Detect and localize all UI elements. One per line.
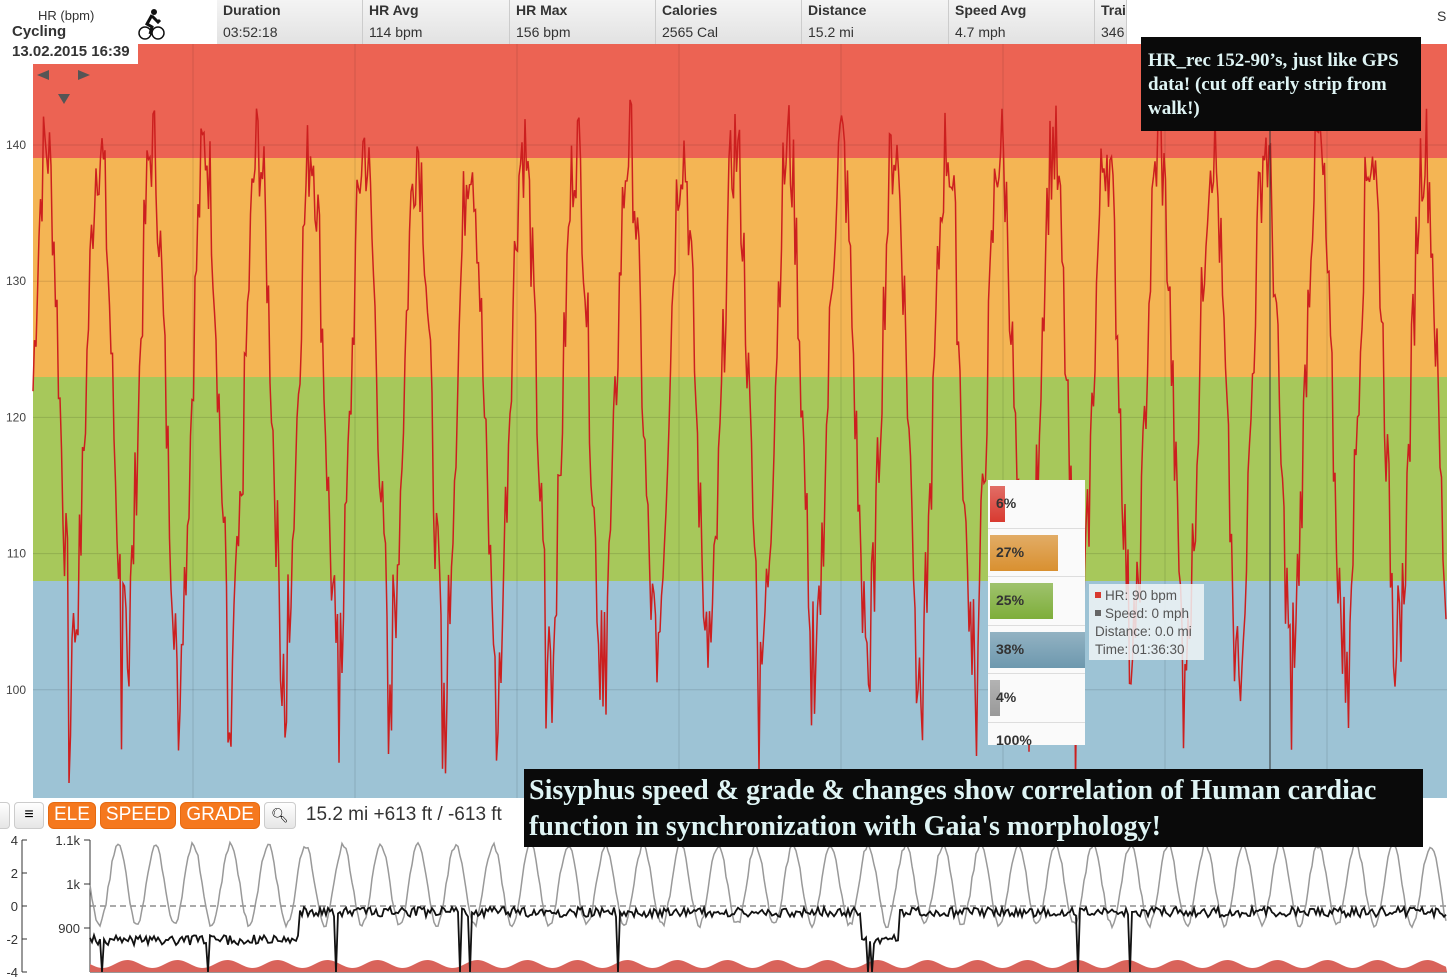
activity-info: HR (bpm) Cycling 13.02.2015 16:39 xyxy=(0,0,138,64)
zone-green xyxy=(33,377,1447,581)
prev-arrow-icon[interactable] xyxy=(37,70,49,80)
hover-tooltip: HR: 90 bpm Speed: 0 mph Distance: 0.0 mi… xyxy=(1089,584,1204,660)
zone-row: 38% xyxy=(988,626,1085,674)
zoom-button[interactable]: 🔍︎ xyxy=(263,801,296,829)
stat-value: 15.2 mi xyxy=(808,24,854,40)
tooltip-time: Time: 01:36:30 xyxy=(1095,642,1185,657)
elevation-area xyxy=(90,960,1447,972)
menu-icon: ≡ xyxy=(24,806,34,823)
speed-button[interactable]: SPEED xyxy=(99,801,177,829)
zone-bar xyxy=(990,631,1085,668)
stat-title: Trai xyxy=(1101,2,1126,18)
zone-percent: 25% xyxy=(996,592,1025,608)
stat-calories: Calories 2565 Cal xyxy=(656,0,802,44)
annotation-top: HR_rec 152-90’s, just like GPS data! (cu… xyxy=(1141,37,1421,131)
zone-bar xyxy=(990,534,1058,571)
tooltip-speed: Speed: 0 mph xyxy=(1105,606,1190,621)
zone-percent: 38% xyxy=(996,640,1025,657)
sport-label: Cycling xyxy=(12,23,67,40)
magnifier-icon: 🔍︎ xyxy=(271,806,289,823)
tooltip-hr: HR: 90 bpm xyxy=(1105,588,1178,603)
stat-value: 156 bpm xyxy=(516,24,571,40)
stat-hr-avg: HR Avg 114 bpm xyxy=(363,0,510,44)
y-tick-label: 120 xyxy=(6,410,26,424)
profile-summary: 15.2 mi +613 ft / -613 ft xyxy=(305,804,502,825)
stat-duration: Duration 03:52:18 xyxy=(217,0,363,44)
menu-button[interactable]: ≡ xyxy=(14,801,44,829)
next-arrow-icon[interactable] xyxy=(78,70,90,80)
stat-distance: Distance 15.2 mi xyxy=(802,0,949,44)
grade-tick-label: -2 xyxy=(6,932,18,947)
zone-row: 4% xyxy=(988,674,1085,723)
zone-bar xyxy=(990,680,1000,716)
stat-title: Duration xyxy=(223,2,281,18)
zone-bar xyxy=(990,486,1005,522)
annotation-bottom: Sisyphus speed & grade & changes show co… xyxy=(524,769,1423,847)
grade-tick-label: 2 xyxy=(11,866,18,881)
cyclist-icon xyxy=(138,9,165,40)
zone-row: 25% xyxy=(988,577,1085,626)
zone-blue xyxy=(33,581,1447,798)
elevation-tick-label: 900 xyxy=(58,921,80,936)
grade-button[interactable]: GRADE xyxy=(180,801,260,829)
activity-datetime: 13.02.2015 16:39 xyxy=(12,43,130,60)
stat-title: HR Max xyxy=(516,2,568,18)
stat-value: 114 bpm xyxy=(369,24,423,40)
y-tick-label: 130 xyxy=(6,274,26,288)
top-right-label: S xyxy=(1437,8,1447,24)
stat-value: 2565 Cal xyxy=(662,24,719,40)
stat-speed-avg: Speed Avg 4.7 mph xyxy=(949,0,1095,44)
elevation-tick-label: 1.1k xyxy=(55,833,80,848)
y-tick-label: 110 xyxy=(7,547,26,561)
ele-button[interactable]: ELE xyxy=(48,801,96,829)
stat-title: Calories xyxy=(662,2,718,18)
stat-title: Speed Avg xyxy=(955,2,1027,18)
stat-title: Distance xyxy=(808,2,867,18)
stat-title: HR Avg xyxy=(369,2,419,18)
stat-value: 4.7 mph xyxy=(955,24,1006,40)
zone-bar xyxy=(990,583,1053,619)
y-tick-label: 100 xyxy=(6,683,26,697)
hr-zones-panel: 6% 27% 25% 38% 4% 100% xyxy=(988,480,1085,748)
hr-unit-label: HR (bpm) xyxy=(38,8,95,23)
zone-row: 27% xyxy=(988,529,1085,577)
grade-tick-label: 0 xyxy=(11,899,18,914)
zone-percent: 6% xyxy=(996,495,1017,511)
speed-marker-icon xyxy=(1095,610,1101,616)
tooltip-distance: Distance: 0.0 mi xyxy=(1095,624,1192,639)
zones-total: 100% xyxy=(996,731,1032,748)
zone-percent: 27% xyxy=(996,543,1025,560)
left-button[interactable] xyxy=(0,801,10,829)
y-tick-label: 140 xyxy=(6,138,26,152)
zone-percent: 4% xyxy=(996,689,1017,705)
profile-toolbar: ≡ ELE SPEED GRADE 🔍︎ 15.2 mi +613 ft / -… xyxy=(0,800,502,830)
stat-value: 03:52:18 xyxy=(223,24,278,40)
hr-line xyxy=(32,99,1447,784)
stat-value: 346 xyxy=(1101,24,1125,40)
down-arrow-icon[interactable] xyxy=(58,94,70,104)
zone-row: 6% xyxy=(988,480,1085,529)
hr-marker-icon xyxy=(1095,592,1101,598)
speed-line xyxy=(89,903,1447,973)
stat-hr-max: HR Max 156 bpm xyxy=(510,0,656,44)
stat-trai: Trai 346 xyxy=(1095,0,1127,44)
elevation-tick-label: 1k xyxy=(66,877,80,892)
grade-tick-label: -4 xyxy=(6,965,18,979)
grade-tick-label: 4 xyxy=(11,833,18,848)
